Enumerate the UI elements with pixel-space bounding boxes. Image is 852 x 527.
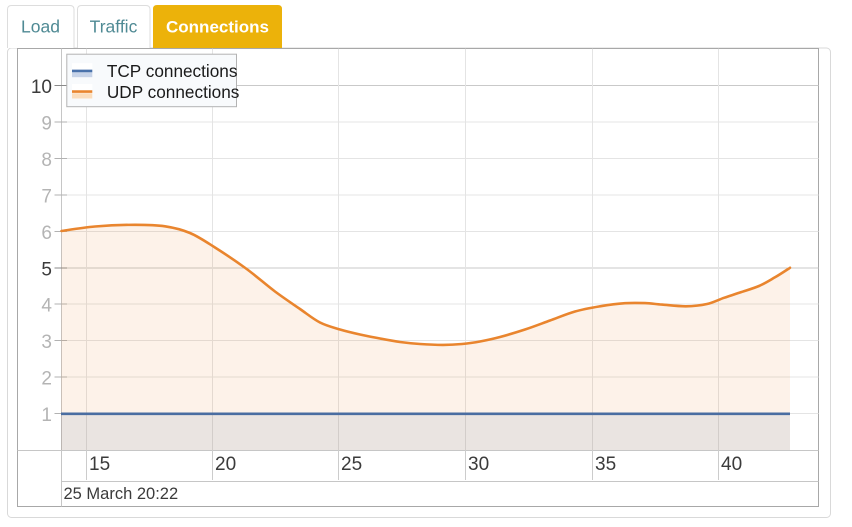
- svg-text:2: 2: [41, 369, 52, 390]
- svg-text:5: 5: [41, 260, 52, 281]
- svg-text:3: 3: [41, 332, 52, 353]
- svg-text:7: 7: [41, 187, 52, 208]
- svg-text:Traffic: Traffic: [90, 17, 138, 37]
- svg-text:6: 6: [41, 223, 52, 244]
- svg-text:4: 4: [41, 296, 52, 317]
- svg-text:Load: Load: [21, 17, 60, 37]
- svg-text:25 March 20:22: 25 March 20:22: [64, 485, 179, 503]
- svg-text:Connections: Connections: [166, 18, 269, 37]
- svg-text:40: 40: [721, 454, 742, 475]
- svg-text:20: 20: [215, 454, 236, 475]
- svg-text:15: 15: [89, 454, 110, 475]
- svg-text:TCP connections: TCP connections: [107, 61, 238, 81]
- svg-text:8: 8: [41, 150, 52, 171]
- svg-text:UDP connections: UDP connections: [107, 82, 239, 102]
- svg-text:10: 10: [31, 77, 52, 98]
- svg-text:9: 9: [41, 114, 52, 135]
- svg-text:35: 35: [595, 454, 616, 475]
- svg-text:1: 1: [41, 405, 52, 426]
- svg-text:30: 30: [468, 454, 489, 475]
- svg-text:25: 25: [341, 454, 362, 475]
